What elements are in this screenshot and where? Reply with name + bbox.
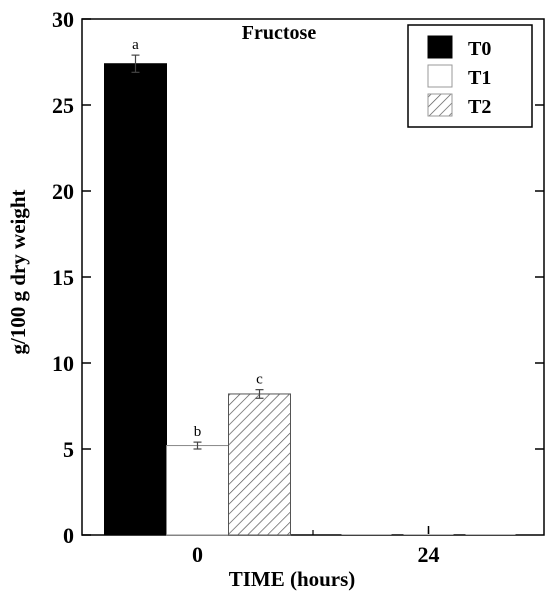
y-tick-label: 0 [63, 523, 74, 548]
significance-label: a [132, 37, 139, 53]
legend: T0 T1 T2 [407, 24, 533, 128]
legend-label-T2: T2 [468, 96, 491, 118]
legend-label-T0: T0 [468, 38, 491, 60]
x-tick-label: 0 [192, 542, 203, 567]
bar-T2-0 [228, 393, 291, 536]
x-tick-label: 24 [418, 542, 440, 567]
bar-T0-0 [104, 63, 167, 536]
y-tick-label: 30 [52, 7, 74, 32]
legend-swatch-T2 [427, 93, 453, 117]
legend-swatch-T1 [427, 64, 453, 88]
x-axis-title: TIME (hours) [229, 567, 356, 591]
legend-swatch-T0 [427, 35, 453, 59]
significance-label: c [256, 372, 263, 388]
y-tick-label: 20 [52, 179, 74, 204]
legend-label-T1: T1 [468, 67, 491, 89]
bar-T1-0 [166, 445, 229, 536]
y-axis: 0 5 10 15 20 25 30 [52, 7, 544, 548]
y-tick-label: 25 [52, 93, 74, 118]
y-tick-label: 10 [52, 351, 74, 376]
y-tick-label: 15 [52, 265, 74, 290]
chart-title: Fructose [242, 22, 317, 44]
y-tick-label: 5 [63, 437, 74, 462]
y-axis-title: g/100 g dry weight [6, 189, 30, 354]
bars: a b c [104, 37, 516, 536]
significance-label: b [194, 424, 202, 440]
